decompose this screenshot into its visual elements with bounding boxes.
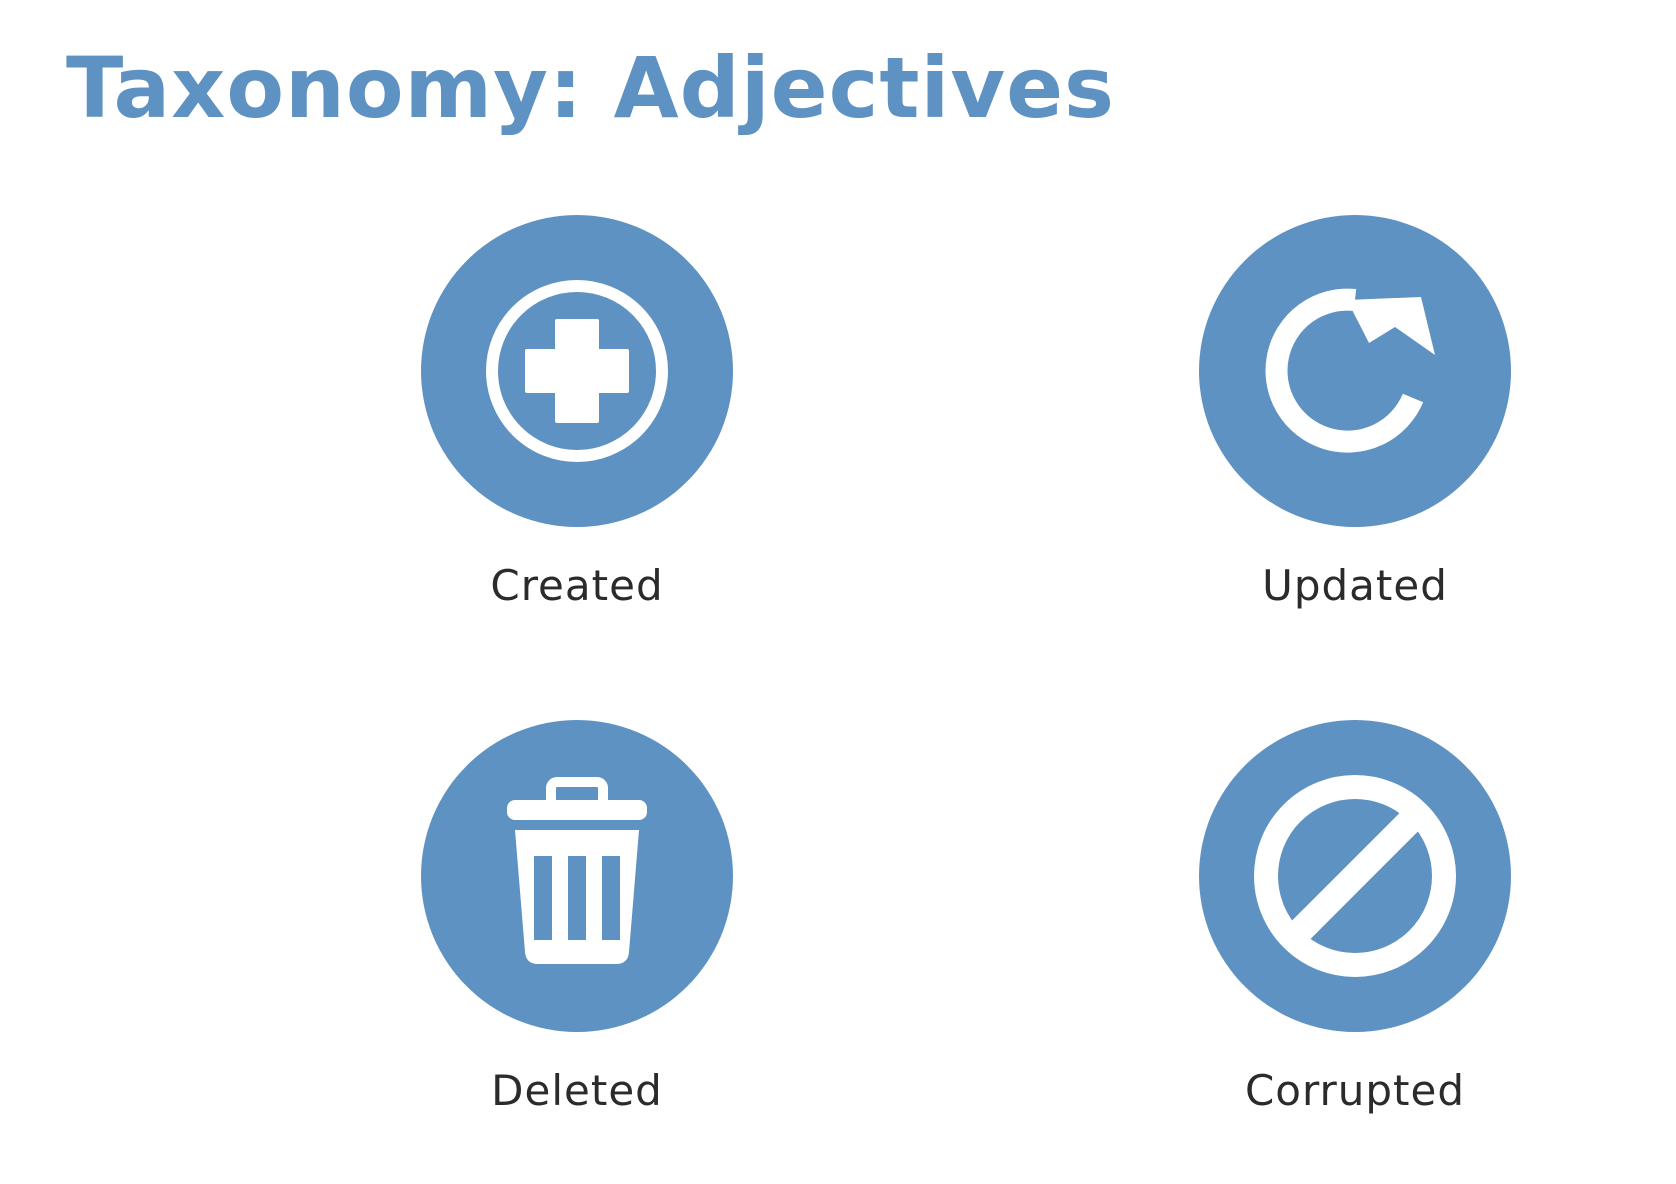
item-updated: Updated [1185,215,1525,611]
item-corrupted: Corrupted [1185,720,1525,1116]
plus-circle-icon [421,215,733,527]
item-created: Created [407,215,747,611]
item-label-corrupted: Corrupted [1244,1066,1466,1115]
prohibited-icon [1199,720,1511,1032]
refresh-icon [1199,215,1511,527]
page-title: Taxonomy: Adjectives [66,39,1116,137]
item-label-updated: Updated [1262,561,1448,610]
item-label-deleted: Deleted [491,1066,663,1115]
item-label-created: Created [490,561,664,610]
trash-icon [421,720,733,1032]
item-deleted: Deleted [407,720,747,1116]
